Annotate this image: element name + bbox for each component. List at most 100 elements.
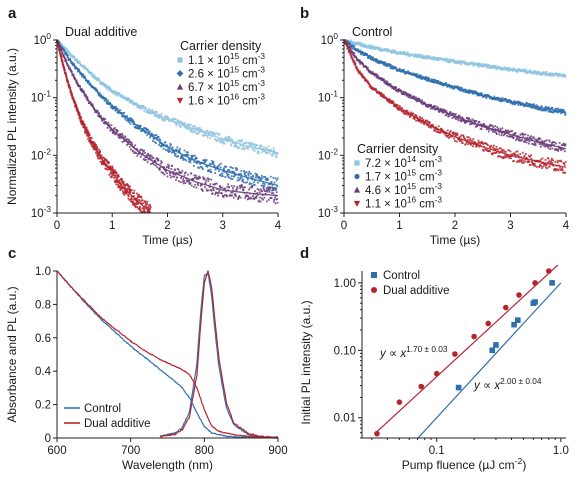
data-point [208, 178, 211, 181]
data-point [113, 132, 116, 134]
data-point [124, 189, 126, 192]
x-axis-label: Time (µs) [142, 233, 192, 247]
data-point [257, 193, 259, 196]
data-point [425, 124, 428, 126]
data-point [81, 75, 83, 78]
data-point [256, 144, 259, 147]
data-point [230, 185, 233, 187]
data-point [113, 172, 116, 174]
legend-marker [353, 200, 361, 207]
data-point [107, 161, 110, 164]
data-point [559, 148, 562, 150]
data-point [144, 106, 147, 109]
data-point [352, 47, 354, 50]
data-point [93, 147, 95, 150]
data-point [464, 122, 467, 124]
data-point [517, 159, 520, 162]
data-point [483, 123, 485, 126]
data-point [73, 63, 76, 66]
data-point [539, 145, 542, 148]
data-point [209, 188, 212, 191]
data-point [198, 126, 201, 129]
data-point [243, 169, 245, 172]
data-point [75, 81, 78, 84]
data-point [549, 148, 552, 150]
data-point [351, 44, 354, 47]
data-point [67, 54, 69, 57]
data-point [436, 131, 439, 134]
data-point [124, 97, 127, 99]
data-point [541, 73, 544, 76]
data-point [135, 197, 137, 200]
data-point [166, 115, 169, 118]
data-point [563, 164, 566, 166]
data-point [426, 54, 429, 57]
data-point [82, 73, 85, 76]
data-point [122, 180, 125, 183]
data-point [195, 174, 197, 177]
data-point [212, 163, 215, 166]
data-point [460, 140, 463, 143]
data-point [528, 105, 531, 108]
x-tick-label: 3 [220, 220, 226, 232]
data-point [139, 209, 142, 212]
data-point [215, 132, 218, 135]
data-point [99, 92, 101, 95]
data-point [437, 125, 440, 128]
data-point [461, 142, 464, 144]
data-point [204, 160, 207, 163]
data-point [540, 105, 543, 107]
data-point [494, 98, 497, 101]
data-point [475, 125, 477, 128]
data-point [514, 132, 517, 135]
data-point [82, 126, 85, 129]
data-point [472, 92, 475, 95]
x-tick-label: 4 [563, 220, 570, 232]
data-point [507, 155, 509, 157]
data-point [148, 132, 151, 134]
data-point [150, 112, 153, 115]
data-point [145, 205, 147, 208]
data-point [526, 138, 529, 141]
data-point [275, 155, 278, 158]
data-point [267, 198, 270, 201]
data-point [190, 184, 193, 187]
data-point [129, 200, 132, 203]
data-point [268, 186, 270, 189]
data-point [558, 142, 561, 144]
data-point [226, 174, 229, 177]
data-point [119, 189, 122, 192]
data-point [238, 195, 241, 197]
data-point [450, 86, 453, 89]
data-point [183, 174, 186, 177]
data-point [445, 114, 447, 117]
data-point [189, 158, 192, 161]
data-point [147, 207, 150, 210]
data-point [395, 66, 397, 69]
data-point [477, 92, 479, 94]
data-point [248, 144, 251, 146]
data-point [546, 144, 549, 147]
data-point [486, 93, 489, 96]
data-point [190, 130, 193, 132]
data-point [148, 154, 151, 157]
data-point [175, 178, 177, 181]
data-point [127, 120, 130, 123]
data-point [86, 81, 89, 84]
data-point [180, 171, 183, 174]
data-point [196, 162, 199, 165]
data-point [92, 144, 95, 147]
data-point [149, 207, 151, 210]
data-point [540, 165, 543, 167]
data-point [102, 162, 105, 165]
data-point [149, 157, 151, 160]
data-point [413, 116, 415, 119]
data-point [545, 106, 548, 109]
data-point [472, 64, 475, 67]
data-point [112, 92, 114, 95]
data-point [68, 66, 71, 69]
data-point [555, 169, 558, 172]
data-point [117, 175, 120, 178]
data-point [532, 103, 535, 106]
